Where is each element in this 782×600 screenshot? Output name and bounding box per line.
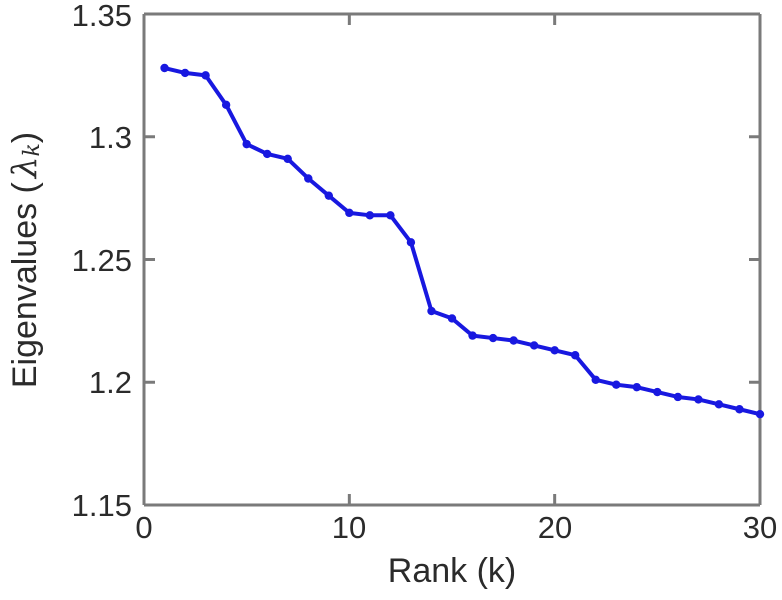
x-tick-label-30: 30 <box>742 510 778 545</box>
x-tick-label-10: 10 <box>331 510 367 545</box>
data-point <box>406 238 416 247</box>
data-point <box>365 211 375 220</box>
data-point <box>427 306 436 316</box>
data-point <box>283 154 292 164</box>
data-point <box>201 71 210 80</box>
x-tick-label-0: 0 <box>135 510 153 545</box>
data-point <box>755 409 765 419</box>
data-point <box>571 351 580 360</box>
data-point <box>714 400 724 409</box>
data-point <box>180 68 190 78</box>
x-axis-title: Rank (k) <box>387 552 517 590</box>
data-point <box>345 208 354 218</box>
y-tick-label-115: 1.15 <box>71 488 132 523</box>
y-tick-label-13: 1.3 <box>88 120 132 155</box>
data-point <box>160 63 169 73</box>
tick-marks <box>144 14 760 505</box>
data-point <box>386 211 395 220</box>
data-point <box>653 387 662 397</box>
data-point <box>632 382 641 392</box>
data-point <box>488 333 498 343</box>
data-point <box>735 405 744 414</box>
y-tick-label-12: 1.2 <box>88 365 132 400</box>
data-point <box>263 149 272 159</box>
series-line <box>162 66 762 417</box>
y-tick-label-125: 1.25 <box>71 243 132 278</box>
eigenvalue-series <box>160 63 765 419</box>
data-point <box>694 395 703 404</box>
data-point <box>324 191 333 200</box>
data-point <box>529 341 539 350</box>
data-point <box>447 314 457 323</box>
y-tick-labels: 1.35 1.3 1.25 1.2 1.15 <box>0 0 132 600</box>
axes-frame <box>142 12 762 507</box>
data-point <box>468 331 477 340</box>
data-point <box>242 139 251 149</box>
data-point <box>550 346 559 355</box>
data-point <box>612 380 621 389</box>
data-point <box>591 375 600 384</box>
y-tick-label-135: 1.35 <box>71 0 132 33</box>
x-tick-label-20: 20 <box>537 510 573 545</box>
data-point <box>509 336 518 345</box>
data-point <box>221 100 231 110</box>
data-point <box>304 174 313 183</box>
data-point <box>673 392 683 402</box>
